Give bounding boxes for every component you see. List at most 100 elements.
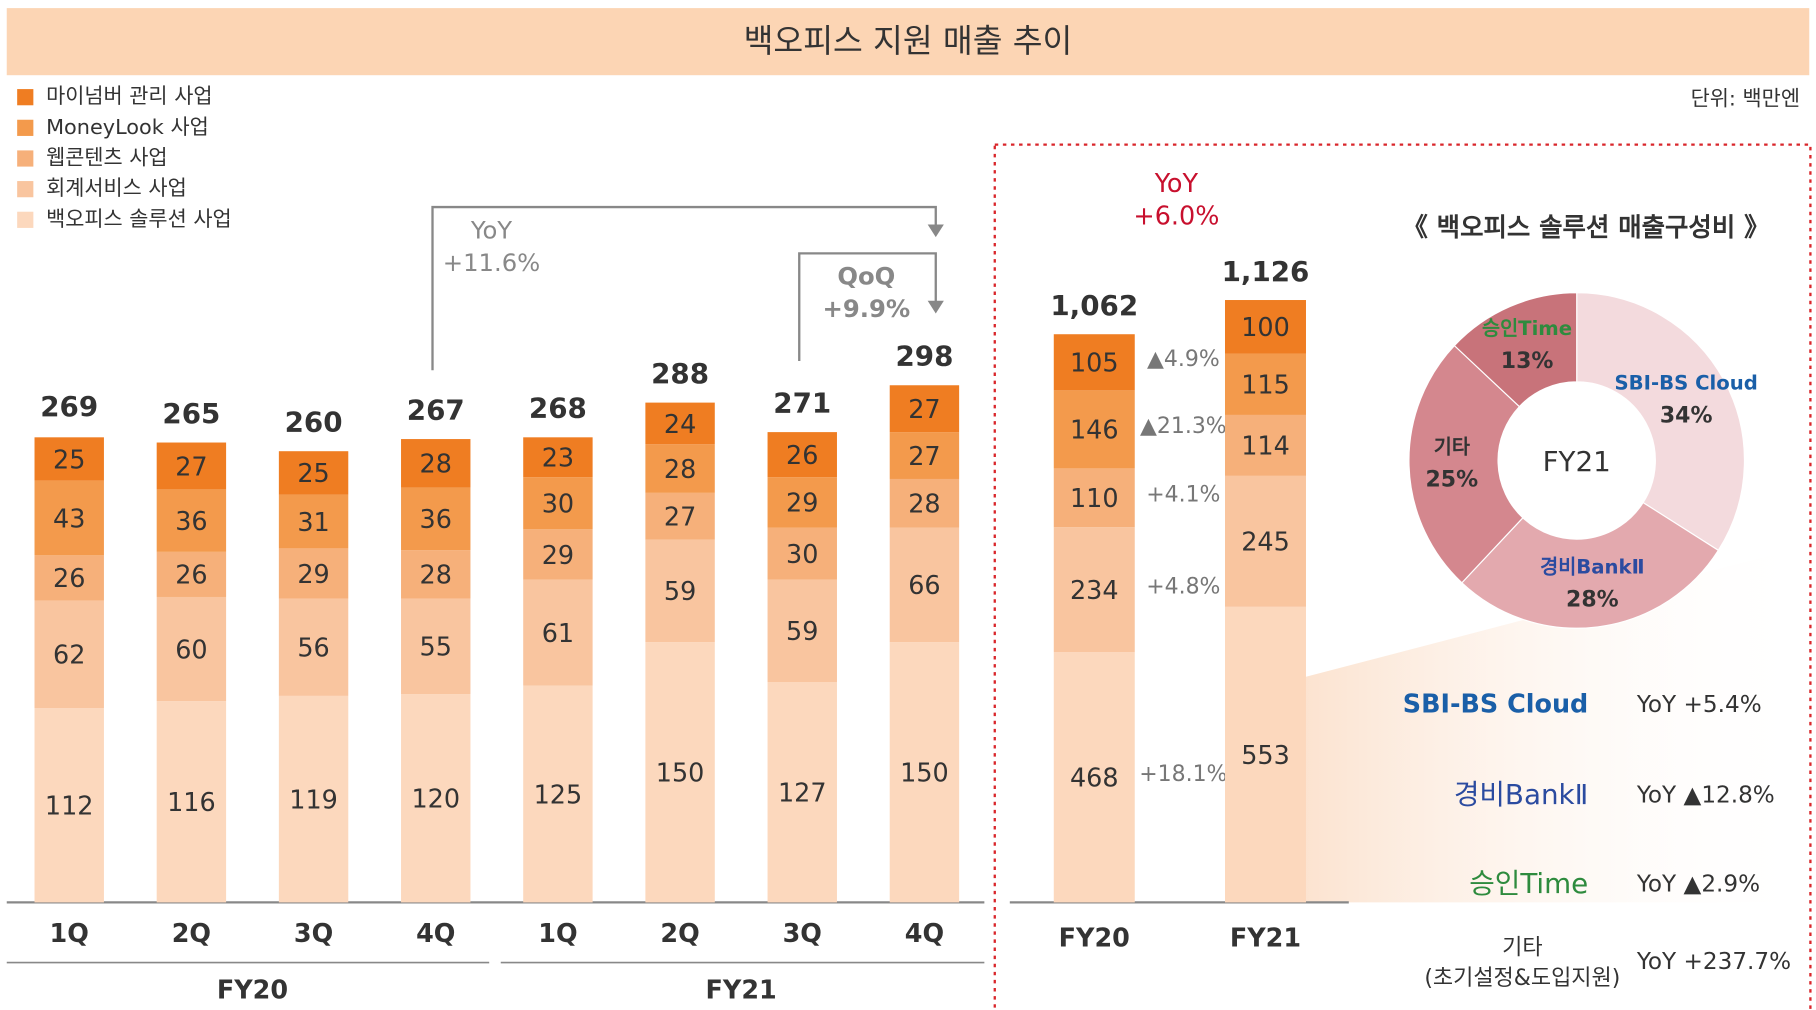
bar-value-label: 29 bbox=[542, 541, 574, 571]
bar-segment bbox=[1224, 606, 1306, 903]
bar-segment bbox=[1053, 527, 1135, 653]
legend-label: 마이넘버 관리 사업 bbox=[46, 84, 212, 108]
bar-value-label: 234 bbox=[1070, 576, 1119, 606]
bar-value-label: 28 bbox=[420, 450, 452, 480]
bar-segment bbox=[767, 527, 837, 580]
bar-segment bbox=[1053, 652, 1135, 903]
bar-segment bbox=[401, 439, 471, 488]
bar-segment bbox=[523, 477, 593, 530]
growth-text: YoY ▲12.8% bbox=[1636, 782, 1775, 808]
growth-label: +4.8% bbox=[1146, 574, 1220, 599]
annotation: QoQ bbox=[837, 262, 895, 291]
total-label: 298 bbox=[895, 339, 953, 372]
legend-label: MoneyLook 사업 bbox=[46, 115, 209, 139]
bar-segment bbox=[1224, 300, 1306, 354]
growth-text: YoY ▲2.9% bbox=[1636, 872, 1760, 898]
legend-swatch bbox=[17, 150, 34, 167]
bar-segment bbox=[889, 385, 960, 433]
bar-value-label: 27 bbox=[664, 503, 696, 533]
bar-segment bbox=[34, 437, 104, 481]
bar-segment bbox=[1053, 468, 1135, 528]
bar-value-label: 26 bbox=[53, 564, 85, 594]
bar-segment bbox=[156, 701, 227, 903]
legend-label: 회계서비스 사업 bbox=[46, 176, 187, 200]
total-label: 1,126 bbox=[1222, 255, 1310, 288]
bar-segment bbox=[278, 548, 349, 599]
bar-value-label: 26 bbox=[175, 561, 207, 591]
pie-slice bbox=[1453, 292, 1578, 408]
bar-value-label: 25 bbox=[53, 445, 85, 475]
bar-value-label: 115 bbox=[1241, 371, 1290, 401]
total-label: 268 bbox=[529, 392, 587, 425]
bar-value-label: 25 bbox=[297, 459, 329, 489]
bar-value-label: 28 bbox=[908, 490, 940, 520]
bar-segment bbox=[34, 480, 104, 556]
bar-segment bbox=[645, 539, 715, 643]
bar-segment bbox=[523, 529, 593, 580]
bar-value-label: 127 bbox=[778, 779, 827, 809]
bar-value-label: 112 bbox=[45, 792, 94, 822]
pie-value-label: 13% bbox=[1501, 349, 1554, 374]
growth-name: 승인Time bbox=[1469, 867, 1588, 900]
bar-value-label: 36 bbox=[420, 505, 452, 535]
pie-value-label: 25% bbox=[1426, 468, 1479, 493]
bar-segment bbox=[889, 478, 960, 528]
bar-value-label: 28 bbox=[664, 455, 696, 485]
pie-center: FY21 bbox=[1543, 445, 1611, 478]
bar-value-label: 110 bbox=[1070, 484, 1119, 514]
bar-value-label: 31 bbox=[297, 508, 329, 538]
bar-value-label: 125 bbox=[534, 780, 583, 810]
total-label: 271 bbox=[773, 386, 831, 419]
bar-value-label: 27 bbox=[908, 442, 940, 472]
growth-name: 기타 bbox=[1502, 936, 1542, 961]
pie-name: 승인Time bbox=[1482, 317, 1572, 340]
total-label: 265 bbox=[162, 397, 220, 430]
x-tick-label: 3Q bbox=[294, 919, 333, 949]
callout-shade bbox=[1305, 543, 1816, 903]
bar-value-label: 36 bbox=[175, 507, 207, 537]
bar-value-label: 62 bbox=[53, 641, 85, 671]
title: 백오피스 지원 매출 추이 bbox=[744, 22, 1073, 60]
pie-value-label: 34% bbox=[1660, 403, 1713, 428]
bar-value-label: 60 bbox=[175, 635, 207, 665]
bar-value-label: 150 bbox=[900, 759, 949, 789]
legend-label: 웹콘텐츠 사업 bbox=[46, 145, 168, 169]
bar-segment bbox=[767, 432, 837, 478]
bar-value-label: 120 bbox=[411, 785, 460, 815]
bar-value-label: 29 bbox=[297, 560, 329, 590]
legend-label: 백오피스 솔루션 사업 bbox=[46, 207, 232, 231]
bar-value-label: 26 bbox=[786, 441, 818, 471]
bar-value-label: 30 bbox=[542, 490, 574, 520]
bar-segment bbox=[34, 555, 104, 601]
bar-segment bbox=[34, 708, 104, 903]
pie-slice bbox=[1461, 501, 1720, 629]
bar-value-label: 150 bbox=[656, 759, 705, 789]
bracket bbox=[431, 205, 937, 371]
x-tick-label: 4Q bbox=[416, 919, 455, 949]
x-tick-label: 2Q bbox=[172, 919, 211, 949]
bar-segment bbox=[156, 596, 227, 702]
legend-swatch bbox=[17, 211, 34, 228]
bar-segment bbox=[401, 550, 471, 599]
annotation: +9.9% bbox=[822, 294, 910, 323]
title-bar bbox=[6, 8, 1810, 76]
growth-note: (초기설정&도입지원) bbox=[1424, 966, 1620, 991]
bar-value-label: 114 bbox=[1241, 432, 1290, 462]
bar-segment bbox=[889, 432, 960, 479]
bar-value-label: 100 bbox=[1241, 313, 1290, 343]
bar-segment bbox=[645, 642, 715, 903]
growth-label: ▲4.9% bbox=[1147, 347, 1220, 372]
pie-name: SBI-BS Cloud bbox=[1615, 372, 1758, 395]
bar-segment bbox=[401, 694, 471, 903]
bar-value-label: 28 bbox=[420, 561, 452, 591]
bar-value-label: 56 bbox=[297, 634, 329, 664]
group-label: FY21 bbox=[706, 975, 777, 1005]
group-label: FY20 bbox=[217, 975, 288, 1005]
bar-segment bbox=[278, 598, 349, 696]
growth-name: SBI-BS Cloud bbox=[1403, 690, 1588, 720]
bar-value-label: 116 bbox=[167, 788, 216, 818]
annotation: YoY bbox=[470, 215, 512, 244]
bar-segment bbox=[278, 494, 349, 549]
bar-segment bbox=[1053, 334, 1135, 391]
unit: 단위: 백만엔 bbox=[1691, 86, 1800, 110]
